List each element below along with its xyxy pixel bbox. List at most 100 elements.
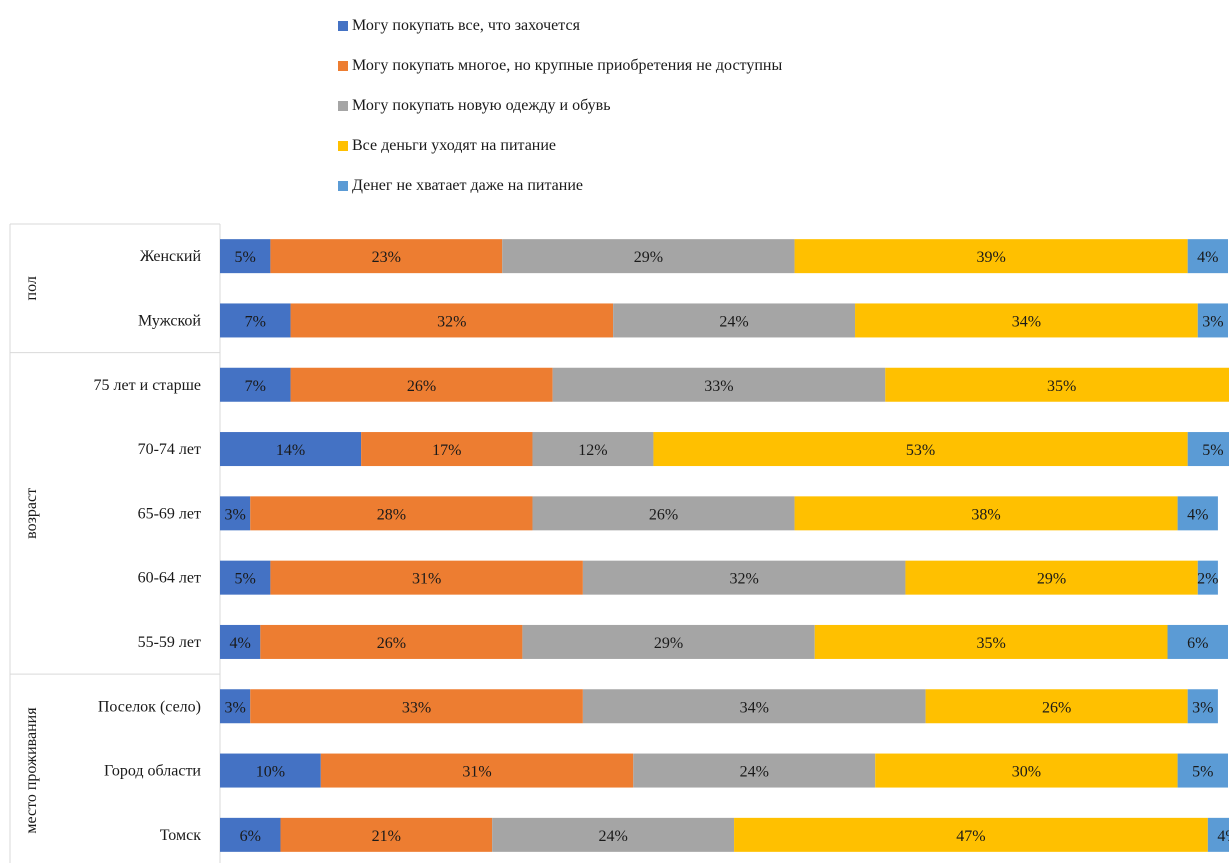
category-label: Поселок (село): [98, 698, 201, 715]
category-label: Женский: [140, 248, 202, 265]
legend-item: Могу покупать новую одежду и обувь: [338, 86, 782, 126]
bar-segment: [1167, 624, 1228, 659]
bar-segment: [925, 689, 1188, 724]
bar-segment: [1177, 496, 1218, 531]
data-label: 23%: [372, 249, 401, 266]
bar-segment: [290, 303, 614, 338]
data-label: 39%: [976, 249, 1005, 266]
bar-segment: [1187, 432, 1229, 467]
bar-segment: [260, 624, 523, 659]
legend-item: Все деньги уходят на питание: [338, 126, 782, 166]
data-label: 7%: [245, 378, 266, 395]
data-label: 28%: [377, 506, 406, 523]
bar-segment: [532, 432, 654, 467]
bar-segment: [320, 753, 634, 788]
legend-swatch-icon: [338, 181, 348, 191]
data-label: 7%: [245, 313, 266, 330]
data-label: 33%: [402, 699, 431, 716]
bar-segment: [290, 367, 553, 402]
data-label: 26%: [407, 378, 436, 395]
data-label: 5%: [1202, 442, 1223, 459]
bar-segment: [653, 432, 1188, 467]
data-label: 30%: [1012, 764, 1041, 781]
data-label: 3%: [224, 506, 245, 523]
bar-segment: [905, 560, 1198, 595]
data-label: 2%: [1197, 571, 1218, 588]
bar-segment: [885, 367, 1229, 402]
legend-label: Могу покупать новую одежду и обувь: [352, 97, 611, 114]
bar-segment: [220, 817, 281, 852]
legend-item: Могу покупать многое, но крупные приобре…: [338, 46, 782, 86]
bar-segment: [270, 560, 583, 595]
data-label: 29%: [634, 249, 663, 266]
bar-segment: [220, 496, 251, 531]
data-label: 29%: [1037, 571, 1066, 588]
legend-swatch-icon: [338, 141, 348, 151]
category-label: 75 лет и старше: [94, 377, 201, 394]
bar-segment: [1187, 689, 1218, 724]
bar-segment: [552, 367, 886, 402]
category-label: 70-74 лет: [138, 441, 201, 458]
category-label: 65-69 лет: [138, 505, 201, 522]
data-label: 33%: [704, 378, 733, 395]
data-label: 4%: [1187, 506, 1208, 523]
bar-segment: [1197, 560, 1218, 595]
bar-segment: [794, 239, 1188, 274]
data-label: 47%: [956, 828, 985, 845]
data-label: 6%: [240, 828, 261, 845]
data-label: 6%: [1187, 635, 1208, 652]
bar-segment: [220, 367, 291, 402]
bar-segment: [1177, 753, 1228, 788]
group-label: место проживания: [23, 707, 40, 834]
bar-segment: [220, 560, 271, 595]
bar-segment: [1207, 817, 1229, 852]
data-label: 31%: [462, 764, 491, 781]
bar-segment: [220, 689, 251, 724]
bar-segment: [1187, 239, 1228, 274]
group-label: возраст: [23, 488, 40, 539]
data-label: 53%: [906, 442, 935, 459]
bar-segment: [502, 239, 795, 274]
legend-label: Все деньги уходят на питание: [352, 137, 557, 154]
data-label: 26%: [1042, 699, 1071, 716]
legend-label: Могу покупать все, что захочется: [352, 17, 580, 34]
legend-item: Денег не хватает даже на питание: [338, 166, 782, 206]
bar-segment: [875, 753, 1178, 788]
bar-segment: [280, 817, 493, 852]
data-label: 4%: [1217, 828, 1229, 845]
bar-segment: [855, 303, 1198, 338]
data-label: 3%: [1202, 313, 1223, 330]
data-label: 24%: [740, 764, 769, 781]
data-label: 21%: [372, 828, 401, 845]
data-label: 4%: [1197, 249, 1218, 266]
bar-segment: [814, 624, 1168, 659]
data-label: 5%: [1192, 764, 1213, 781]
legend-item: Могу покупать все, что захочется: [338, 6, 782, 46]
bar-segment: [582, 689, 926, 724]
category-label: Город области: [104, 763, 201, 780]
bar-segment: [250, 496, 533, 531]
data-label: 35%: [976, 635, 1005, 652]
bar-segment: [522, 624, 815, 659]
data-label: 31%: [412, 571, 441, 588]
legend-swatch-icon: [338, 101, 348, 111]
legend-label: Могу покупать многое, но крупные приобре…: [352, 57, 783, 74]
bar-segment: [734, 817, 1208, 852]
data-label: 38%: [971, 506, 1000, 523]
data-label: 3%: [224, 699, 245, 716]
data-label: 3%: [1192, 699, 1213, 716]
data-label: 14%: [276, 442, 305, 459]
bar-segment: [794, 496, 1178, 531]
chart-legend: Могу покупать все, что захочется Могу по…: [338, 6, 782, 206]
data-label: 29%: [654, 635, 683, 652]
legend-label: Денег не хватает даже на питание: [352, 177, 584, 194]
bar-segment: [613, 303, 856, 338]
bar-segment: [220, 753, 321, 788]
legend-swatch-icon: [338, 61, 348, 71]
bar-segment: [220, 239, 271, 274]
bar-segment: [270, 239, 503, 274]
data-label: 24%: [598, 828, 627, 845]
bar-segment: [582, 560, 906, 595]
data-label: 4%: [229, 635, 250, 652]
